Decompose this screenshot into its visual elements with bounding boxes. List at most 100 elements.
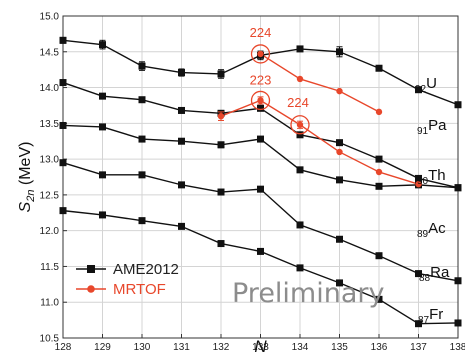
- ame2012-point: [296, 264, 304, 272]
- ame2012-point: [59, 159, 67, 167]
- mrtof-line-Pa: [220, 99, 419, 185]
- preliminary-watermark: Preliminary: [232, 278, 384, 309]
- ame2012-point: [415, 86, 422, 94]
- mrtof-point: [336, 148, 343, 156]
- ame2012-point: [138, 135, 146, 143]
- ame2012-point: [138, 96, 146, 104]
- ame2012-point: [336, 279, 343, 287]
- ame2012-point: [257, 135, 264, 143]
- ame2012-point: [138, 62, 146, 70]
- x-tick-label: 133: [252, 342, 269, 353]
- ame2012-point: [415, 320, 422, 328]
- annotation-label: 224: [250, 25, 272, 40]
- x-tick-label: 138: [450, 342, 465, 353]
- mrtof-line-U: [260, 53, 380, 113]
- ame2012-point: [178, 222, 185, 230]
- element-label: 88Ra: [419, 264, 450, 284]
- element-label-symbol: Fr: [429, 306, 443, 323]
- element-label-symbol: Th: [428, 167, 446, 184]
- ame2012-point: [99, 41, 106, 49]
- ame2012-point: [296, 45, 304, 53]
- x-tick-label: 132: [213, 342, 230, 353]
- element-label-z: 92: [415, 84, 427, 95]
- ame2012-point: [99, 92, 106, 100]
- y-axis-title-unit: (MeV): [17, 142, 34, 190]
- mrtof-point: [415, 180, 422, 188]
- legend-mrtof-label: MRTOF: [113, 281, 166, 298]
- ame2012-point: [59, 121, 67, 129]
- element-label-z: 89: [417, 229, 429, 240]
- axis-ticks: 128 129 130 131 132 133 134 135 136 137 138 10.5 11.…: [40, 12, 465, 354]
- ame2012-point: [59, 79, 67, 87]
- ame2012-point: [454, 184, 462, 192]
- y-axis-title-sub: 2n: [25, 190, 37, 203]
- ame2012-point: [375, 295, 383, 303]
- x-tick-label: 131: [173, 342, 190, 353]
- ame2012-point: [99, 171, 106, 179]
- element-label: 91Pa: [417, 117, 447, 137]
- element-label: 87Fr: [418, 306, 443, 326]
- ame2012-point: [336, 139, 343, 147]
- ame2012-point: [296, 131, 304, 139]
- mrtof-point: [375, 108, 383, 116]
- ame2012-point: [454, 277, 462, 285]
- x-tick-label: 135: [331, 342, 348, 353]
- mrtof-point: [257, 97, 264, 104]
- ame2012-point: [296, 166, 304, 174]
- element-label: 90Th: [417, 167, 446, 187]
- annotation-circle: [250, 44, 271, 64]
- ame2012-point: [454, 319, 462, 327]
- y-tick-label: 14.0: [40, 83, 60, 94]
- ame2012-point: [138, 171, 146, 179]
- y-tick-label: 12.5: [40, 190, 60, 201]
- ame2012-point: [178, 137, 185, 145]
- ame2012-point: [257, 104, 264, 112]
- ame2012-point: [415, 174, 422, 182]
- ame2012-point: [59, 207, 67, 215]
- y-axis-title-main: S: [17, 201, 34, 212]
- element-label-z: 91: [417, 126, 429, 137]
- ame2012-point: [138, 217, 146, 225]
- ame2012-point: [217, 188, 225, 196]
- mrtof-point: [296, 75, 304, 83]
- y-tick-label: 12.0: [40, 226, 60, 237]
- ame2012-point: [336, 176, 343, 184]
- ame2012-point: [217, 70, 225, 78]
- mrtof-point: [336, 87, 343, 95]
- legend-mrtof-marker: [87, 285, 95, 293]
- legend-ame2012-marker: [87, 265, 95, 273]
- y-tick-label: 15.0: [40, 12, 60, 23]
- legend-ame2012-label: AME2012: [113, 261, 179, 278]
- y-tick-label: 14.5: [40, 47, 60, 58]
- legend: AME2012 MRTOF: [76, 261, 179, 298]
- series-layer: [59, 36, 462, 328]
- x-tick-label: 134: [292, 342, 309, 353]
- y-tick-label: 11.0: [40, 298, 59, 309]
- x-tick-label: 128: [55, 342, 72, 353]
- x-axis-title: N: [254, 337, 267, 354]
- annotation-label: 223: [250, 72, 272, 87]
- ame2012-point: [257, 185, 264, 193]
- ame2012-point: [99, 123, 106, 131]
- ame2012-point: [336, 48, 343, 56]
- ame2012-point: [415, 270, 422, 278]
- ame2012-point: [217, 141, 225, 149]
- element-label-z: 88: [419, 273, 431, 284]
- element-label-symbol: U: [426, 75, 437, 92]
- y-axis-title: S2n (MeV): [17, 142, 37, 213]
- x-tick-label: 137: [410, 342, 427, 353]
- ame2012-point: [178, 181, 185, 189]
- ame2012-point: [99, 211, 106, 219]
- mrtof-point: [296, 121, 304, 128]
- annotation-circle: [290, 115, 310, 135]
- ame2012-point: [375, 64, 383, 72]
- ame2012-point: [375, 252, 383, 260]
- ame2012-point: [296, 221, 304, 229]
- element-label-z: 87: [418, 315, 430, 326]
- ame2012-point: [375, 155, 383, 163]
- y-tick-label: 13.5: [40, 119, 60, 130]
- element-label: 92U: [415, 75, 437, 95]
- y-tick-label: 13.0: [40, 155, 60, 166]
- ame2012-point: [217, 240, 225, 248]
